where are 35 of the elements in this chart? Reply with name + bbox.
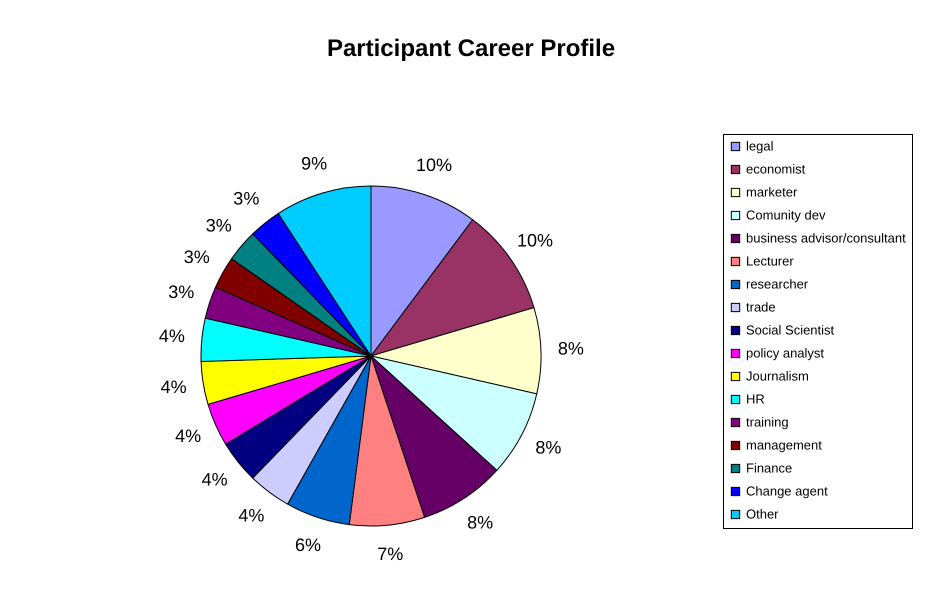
- data-label: 3%: [168, 282, 194, 302]
- data-label: 4%: [238, 505, 264, 526]
- data-label: 3%: [233, 188, 260, 209]
- data-label: 8%: [535, 438, 562, 458]
- legend-label: Lecturer: [746, 254, 794, 268]
- data-label: 6%: [294, 534, 321, 555]
- data-label: 3%: [184, 246, 210, 267]
- data-label: 4%: [175, 426, 202, 446]
- legend-label: trade: [746, 300, 776, 314]
- data-label: 8%: [558, 338, 584, 359]
- legend-label: policy analyst: [746, 346, 824, 360]
- legend-label: legal: [746, 138, 774, 154]
- chart-title: Participant Career Profile: [326, 35, 616, 62]
- data-label: 4%: [158, 326, 185, 346]
- legend-label: economist: [746, 162, 806, 176]
- legend-label: Change agent: [746, 484, 828, 498]
- legend-label: marketer: [746, 184, 798, 200]
- legend-label: Other: [746, 506, 780, 522]
- legend-label: Comunity dev: [746, 208, 826, 222]
- data-label: 9%: [301, 153, 328, 174]
- data-label: 8%: [467, 512, 494, 533]
- legend-label: business advisor/consultant: [746, 230, 906, 246]
- data-label: 4%: [202, 470, 228, 490]
- data-label: 7%: [377, 544, 404, 564]
- data-label: 10%: [416, 155, 452, 176]
- legend-label: researcher: [746, 276, 809, 292]
- data-label: 10%: [517, 230, 554, 251]
- data-label: 3%: [206, 215, 232, 236]
- legend-label: Journalism: [746, 368, 809, 384]
- legend-label: Social Scientist: [746, 322, 835, 338]
- legend-label: Finance: [746, 460, 792, 476]
- legend-label: training: [746, 414, 789, 430]
- data-label: 4%: [160, 376, 187, 397]
- legend-label: management: [746, 438, 822, 452]
- legend-label: HR: [746, 392, 765, 406]
